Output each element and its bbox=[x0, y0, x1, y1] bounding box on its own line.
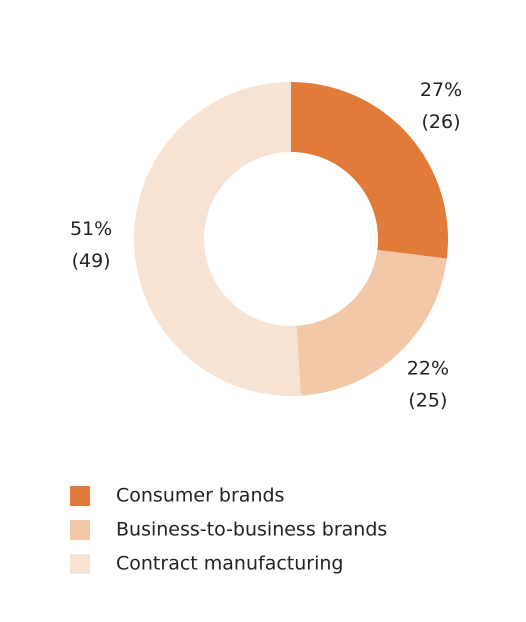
legend-label: Business-to-business brands bbox=[116, 519, 387, 541]
legend-swatch bbox=[70, 554, 90, 574]
donut-slice bbox=[296, 249, 447, 396]
prior-value-label: (26) bbox=[422, 111, 461, 133]
donut-slice bbox=[133, 82, 301, 396]
legend-label: Consumer brands bbox=[116, 485, 284, 507]
prior-value-label: (25) bbox=[408, 389, 447, 411]
value-label: 22% bbox=[407, 357, 449, 379]
prior-value-label: (49) bbox=[72, 250, 111, 272]
legend-swatch bbox=[70, 486, 90, 506]
value-label: 27% bbox=[420, 79, 462, 101]
legend-swatch bbox=[70, 520, 90, 540]
legend-label: Contract manufacturing bbox=[116, 553, 343, 575]
value-label: 51% bbox=[70, 218, 112, 240]
donut-slice bbox=[291, 82, 448, 259]
